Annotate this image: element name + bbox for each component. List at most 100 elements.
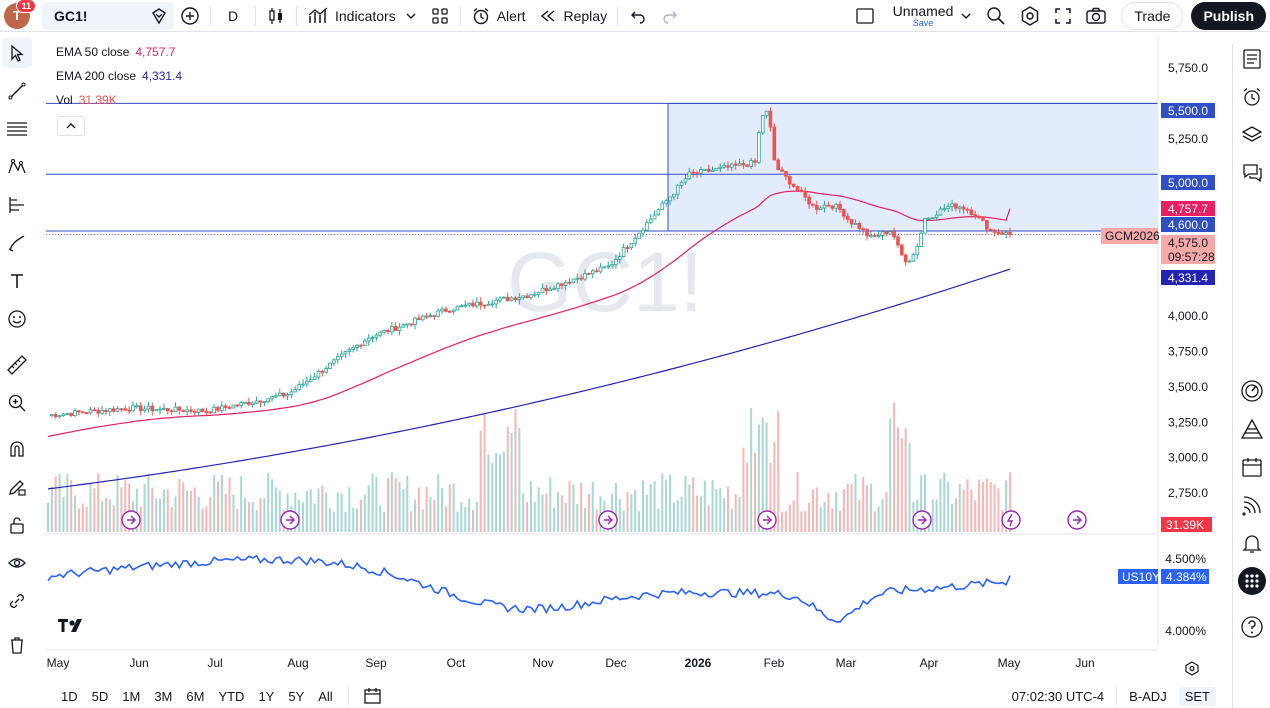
candle-body <box>359 344 363 347</box>
candle-body <box>185 409 189 412</box>
volume-bar <box>85 506 88 532</box>
text-tool[interactable] <box>2 266 32 296</box>
volume-bar <box>645 494 648 532</box>
volume-bar <box>178 478 181 532</box>
chart-type-button[interactable] <box>260 2 292 30</box>
candle-body <box>343 351 348 355</box>
calendar-button[interactable] <box>1237 452 1267 482</box>
range-5d[interactable]: 5D <box>91 688 109 704</box>
candle-body <box>115 408 120 412</box>
fullscreen-button[interactable] <box>1047 2 1079 30</box>
price-tag-countdown <box>1161 249 1215 264</box>
session-toggle[interactable]: SET <box>1178 686 1216 706</box>
layout-square-icon <box>856 7 874 24</box>
arrow-right-icon <box>918 515 927 525</box>
candle-body <box>494 299 498 305</box>
time-tick-label: Sep <box>365 656 387 670</box>
user-avatar[interactable]: T 11 <box>4 0 36 29</box>
candle-body <box>552 288 556 291</box>
time-axis[interactable]: May Jun Jul Aug Sep Oct Nov Dec 2026 Feb Mar Apr May… <box>47 656 1095 670</box>
templates-button[interactable] <box>424 2 456 30</box>
price-chart[interactable]: GC1! 5,750.05,250.04,250.04,000.03,750.0… <box>0 36 1232 682</box>
volume-bar <box>383 511 386 532</box>
symbol-search[interactable]: GC1! <box>42 1 174 30</box>
measure-tool[interactable] <box>2 350 32 380</box>
stay-drawing-tool[interactable] <box>2 472 32 502</box>
news-button[interactable] <box>1237 490 1267 520</box>
volume-bar <box>966 479 969 532</box>
candle-body <box>204 411 209 413</box>
forecast-tool[interactable] <box>2 190 32 220</box>
magnet-tool[interactable] <box>2 434 32 464</box>
legend-ema50[interactable]: EMA 50 close 4,757.7 <box>56 45 175 59</box>
quick-search-button[interactable] <box>979 2 1013 30</box>
candle-body <box>73 410 77 416</box>
settings-button[interactable] <box>1013 2 1047 30</box>
range-1y[interactable]: 1Y <box>258 688 275 704</box>
candle-body <box>981 216 985 221</box>
notifications-button[interactable] <box>1237 528 1267 558</box>
snapshot-button[interactable] <box>1079 2 1113 30</box>
interval-button[interactable]: D <box>227 7 239 24</box>
candle-body <box>961 206 966 210</box>
replay-button[interactable]: Replay <box>532 2 614 30</box>
hide-drawings-tool[interactable] <box>2 548 32 578</box>
redo-icon <box>663 11 678 24</box>
collapse-legend-button[interactable] <box>57 116 85 136</box>
apps-button[interactable] <box>1237 566 1267 596</box>
compare-symbol-icon[interactable] <box>150 7 168 25</box>
range-6m[interactable]: 6M <box>186 688 205 704</box>
ideas-button[interactable] <box>1237 414 1267 444</box>
delete-drawings-tool[interactable] <box>2 630 32 660</box>
volume-bar <box>104 497 107 532</box>
price-axis[interactable]: 5,750.05,250.04,250.04,000.03,750.03,500… <box>1101 61 1215 638</box>
help-button[interactable] <box>1237 612 1267 642</box>
volume-bar <box>301 502 304 532</box>
volume-bar <box>406 475 409 532</box>
chats-button[interactable] <box>1237 158 1267 188</box>
fib-tool[interactable] <box>2 114 32 144</box>
indicators-button[interactable]: Indicators <box>301 2 424 30</box>
trend-line-icon <box>8 82 26 100</box>
range-3m[interactable]: 3M <box>154 688 173 704</box>
range-all[interactable]: All <box>318 688 333 704</box>
time-axis-settings-icon[interactable] <box>1185 661 1199 676</box>
patterns-tool[interactable] <box>2 152 32 182</box>
zoom-tool[interactable] <box>2 388 32 418</box>
forecast-icon <box>9 197 24 213</box>
trade-button[interactable]: Trade <box>1121 1 1184 30</box>
clock-time[interactable]: 07:02:30 UTC-4 <box>1011 688 1105 704</box>
brush-tool[interactable] <box>2 228 32 258</box>
volume-bar <box>947 481 950 532</box>
object-tree-button[interactable] <box>1237 120 1267 150</box>
link-tool[interactable] <box>2 586 32 616</box>
badj-toggle[interactable]: B-ADJ <box>1129 688 1167 704</box>
range-1d[interactable]: 1D <box>61 688 78 704</box>
date-range-calendar-icon[interactable] <box>363 687 383 705</box>
volume-bar <box>309 489 312 532</box>
volume-bar <box>363 494 366 532</box>
range-1m[interactable]: 1M <box>122 688 141 704</box>
add-symbol-button[interactable] <box>174 2 206 30</box>
publish-button[interactable]: Publish <box>1191 1 1266 30</box>
candlesticks <box>50 107 1012 419</box>
alerts-button[interactable] <box>1237 82 1267 112</box>
plus-circle-icon <box>181 6 199 25</box>
legend-volume[interactable]: Vol 31.39K <box>56 93 117 107</box>
undo-button[interactable] <box>622 2 654 30</box>
legend-ema200[interactable]: EMA 200 close 4,331.4 <box>56 69 182 83</box>
watchlist-button[interactable] <box>1237 44 1267 74</box>
tradingview-logo[interactable] <box>58 619 82 632</box>
technicals-button[interactable] <box>1237 376 1267 406</box>
range-5y[interactable]: 5Y <box>288 688 305 704</box>
redo-button[interactable] <box>654 2 686 30</box>
volume-bar <box>974 500 977 532</box>
range-ytd[interactable]: YTD <box>218 688 245 704</box>
alert-button[interactable]: Alert <box>465 2 532 30</box>
layout-select[interactable]: Unnamed Save <box>849 2 980 30</box>
emoji-tool[interactable] <box>2 304 32 334</box>
candle-body <box>710 169 715 172</box>
cursor-tool[interactable] <box>2 38 32 68</box>
trend-line-tool[interactable] <box>2 76 32 106</box>
lock-drawings-tool[interactable] <box>2 510 32 540</box>
